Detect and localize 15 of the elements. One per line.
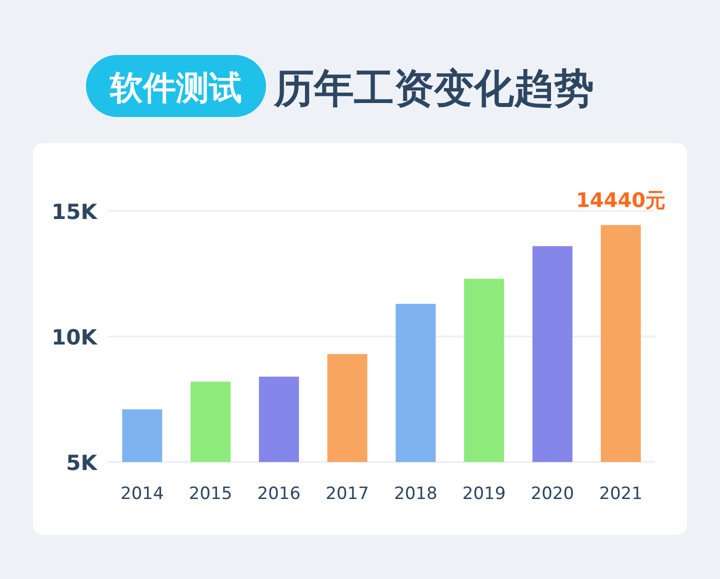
x-tick-label: 2018 xyxy=(394,484,438,504)
x-tick-label: 2016 xyxy=(257,484,301,504)
x-tick-label: 2019 xyxy=(462,484,506,504)
y-tick-label: 15K xyxy=(52,200,98,224)
x-tick-label: 2017 xyxy=(326,484,369,504)
chart-title: 软件测试 xyxy=(109,68,242,107)
chart-subtitle: 历年工资变化趋势 xyxy=(273,66,594,112)
data-label: 14440元 xyxy=(576,188,666,212)
y-tick-label: 5K xyxy=(66,451,98,475)
x-tick-label: 2021 xyxy=(599,484,642,504)
y-tick-label: 10K xyxy=(52,326,98,350)
x-tick-label: 2020 xyxy=(530,484,574,504)
x-tick-label: 2014 xyxy=(120,484,164,504)
title: 软件测试 历年工资变化趋势 xyxy=(86,55,594,117)
x-tick-label: 2015 xyxy=(188,484,232,504)
